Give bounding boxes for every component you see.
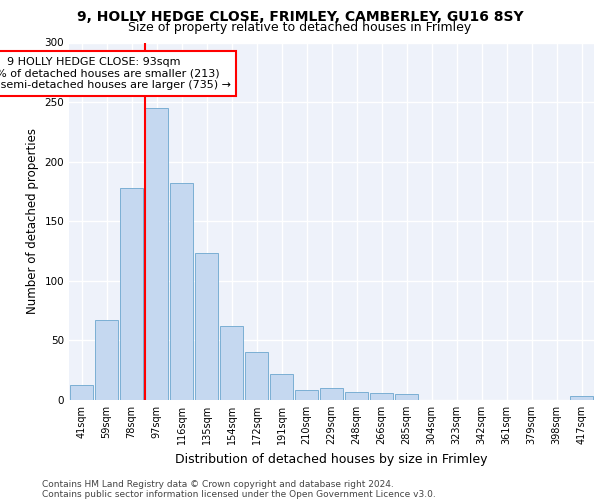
Text: Contains HM Land Registry data © Crown copyright and database right 2024.
Contai: Contains HM Land Registry data © Crown c… <box>42 480 436 499</box>
Bar <box>95 320 118 400</box>
X-axis label: Distribution of detached houses by size in Frimley: Distribution of detached houses by size … <box>175 452 488 466</box>
Bar <box>120 188 143 400</box>
Bar <box>270 374 293 400</box>
Bar <box>70 384 93 400</box>
Text: 9, HOLLY HEDGE CLOSE, FRIMLEY, CAMBERLEY, GU16 8SY: 9, HOLLY HEDGE CLOSE, FRIMLEY, CAMBERLEY… <box>77 10 523 24</box>
Text: 9 HOLLY HEDGE CLOSE: 93sqm
← 22% of detached houses are smaller (213)
77% of sem: 9 HOLLY HEDGE CLOSE: 93sqm ← 22% of deta… <box>0 57 230 90</box>
Bar <box>170 183 193 400</box>
Bar <box>145 108 168 400</box>
Bar <box>370 393 393 400</box>
Bar <box>320 388 343 400</box>
Bar <box>345 392 368 400</box>
Bar <box>220 326 243 400</box>
Y-axis label: Number of detached properties: Number of detached properties <box>26 128 39 314</box>
Bar <box>295 390 318 400</box>
Bar <box>195 254 218 400</box>
Bar <box>570 396 593 400</box>
Bar <box>395 394 418 400</box>
Text: Size of property relative to detached houses in Frimley: Size of property relative to detached ho… <box>128 21 472 34</box>
Bar <box>245 352 268 400</box>
